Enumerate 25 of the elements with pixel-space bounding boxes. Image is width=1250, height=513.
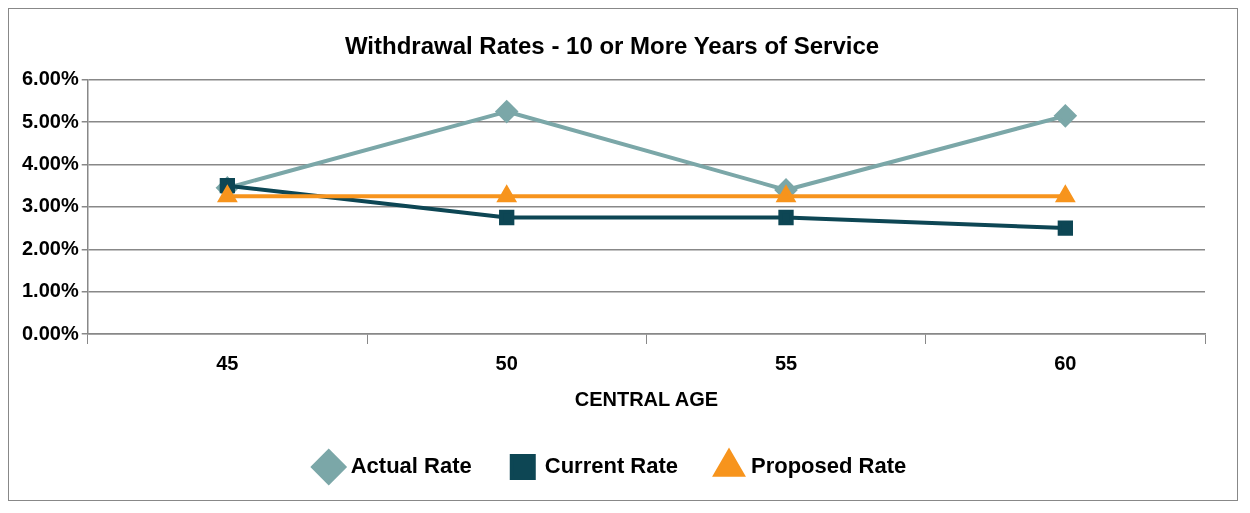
point bbox=[1057, 220, 1073, 236]
point bbox=[1054, 104, 1077, 127]
legend-label: Current Rate bbox=[544, 453, 679, 479]
x-tick-label: 50 bbox=[495, 351, 518, 374]
x-tick-label: 55 bbox=[774, 351, 798, 374]
point bbox=[777, 186, 795, 203]
y-tick-label: 2.00% bbox=[21, 236, 79, 259]
y-tick-label: 4.00% bbox=[21, 152, 79, 175]
point bbox=[495, 100, 518, 123]
y-tick-label: 6.00% bbox=[21, 67, 79, 90]
legend-label: Actual Rate bbox=[350, 453, 472, 479]
y-tick-label: 1.00% bbox=[21, 279, 79, 302]
y-tick-label: 3.00% bbox=[21, 194, 79, 217]
point bbox=[497, 186, 516, 203]
y-tick-label: 0.00% bbox=[21, 321, 79, 344]
legend-label: Proposed Rate bbox=[751, 453, 907, 479]
chart-title: Withdrawal Rates - 10 or More Years of Service bbox=[344, 32, 880, 60]
point bbox=[218, 186, 237, 203]
point bbox=[1056, 186, 1075, 203]
x-tick-label: 60 bbox=[1054, 351, 1077, 374]
point bbox=[499, 209, 515, 226]
x-axis-title: CENTRAL AGE bbox=[574, 387, 719, 410]
y-tick-label: 5.00% bbox=[21, 109, 79, 132]
x-tick-label: 45 bbox=[216, 351, 239, 374]
point bbox=[778, 209, 794, 226]
